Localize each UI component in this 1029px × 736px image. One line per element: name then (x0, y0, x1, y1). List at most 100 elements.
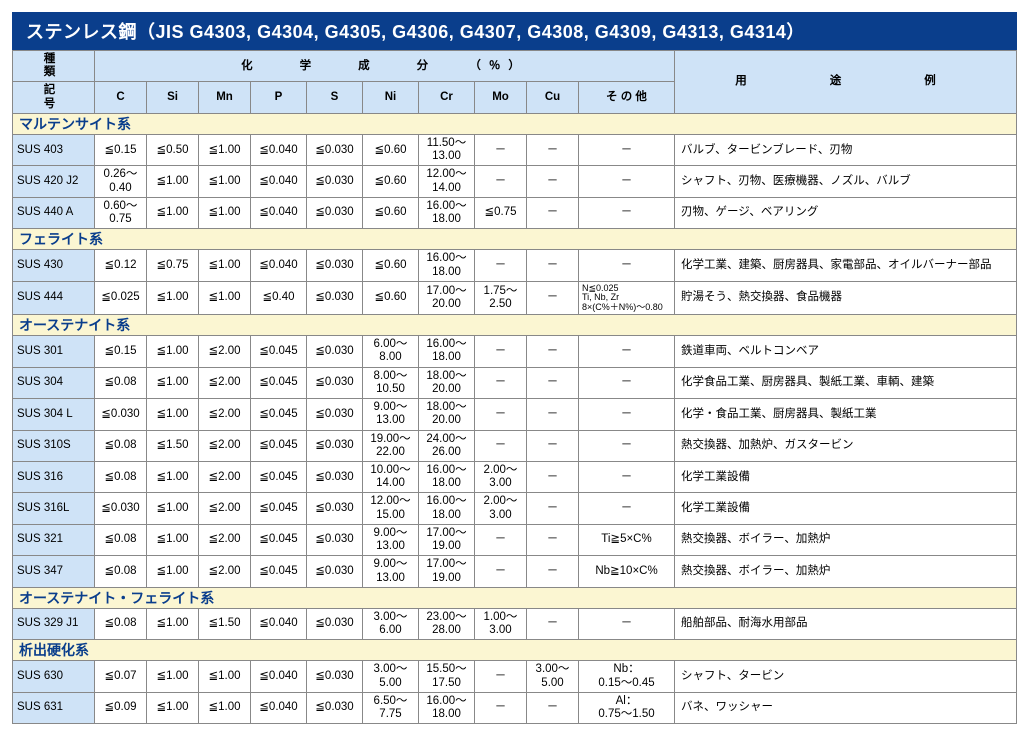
cu-cell: － (527, 134, 579, 165)
use-cell: シャフト、刃物、医療機器、ノズル、バルブ (675, 166, 1017, 197)
p-cell: ≦0.045 (251, 430, 307, 461)
other-cell: － (579, 367, 675, 398)
hdr-si: Si (147, 82, 199, 113)
s-cell: ≦0.030 (307, 692, 363, 723)
cu-cell: － (527, 281, 579, 314)
mn-cell: ≦2.00 (199, 556, 251, 587)
si-cell: ≦1.00 (147, 461, 199, 492)
mn-cell: ≦2.00 (199, 493, 251, 524)
mo-cell: － (475, 524, 527, 555)
table-row: SUS 430≦0.12≦0.75≦1.00≦0.040≦0.030≦0.601… (13, 250, 1017, 281)
mo-cell: － (475, 250, 527, 281)
grade-cell: SUS 347 (13, 556, 95, 587)
cr-cell: 15.50〜 17.50 (419, 661, 475, 692)
mo-cell: ≦0.75 (475, 197, 527, 228)
mn-cell: ≦2.00 (199, 461, 251, 492)
si-cell: ≦1.00 (147, 661, 199, 692)
use-cell: 刃物、ゲージ、ベアリング (675, 197, 1017, 228)
cu-cell: － (527, 692, 579, 723)
p-cell: ≦0.040 (251, 197, 307, 228)
group-name: 析出硬化系 (13, 640, 1017, 661)
hdr-cr: Cr (419, 82, 475, 113)
use-cell: 化学工業設備 (675, 493, 1017, 524)
use-cell: 熱交換器、ボイラー、加熱炉 (675, 556, 1017, 587)
cr-cell: 18.00〜 20.00 (419, 399, 475, 430)
s-cell: ≦0.030 (307, 367, 363, 398)
c-cell: ≦0.15 (95, 134, 147, 165)
cr-cell: 18.00〜 20.00 (419, 367, 475, 398)
cr-cell: 17.00〜 19.00 (419, 524, 475, 555)
grade-cell: SUS 403 (13, 134, 95, 165)
si-cell: ≦0.75 (147, 250, 199, 281)
c-cell: ≦0.09 (95, 692, 147, 723)
use-cell: シャフト、タービン (675, 661, 1017, 692)
mn-cell: ≦2.00 (199, 430, 251, 461)
s-cell: ≦0.030 (307, 493, 363, 524)
p-cell: ≦0.045 (251, 524, 307, 555)
grade-cell: SUS 420 J2 (13, 166, 95, 197)
grade-cell: SUS 329 J1 (13, 608, 95, 639)
c-cell: ≦0.08 (95, 608, 147, 639)
p-cell: ≦0.040 (251, 166, 307, 197)
use-cell: バネ、ワッシャー (675, 692, 1017, 723)
si-cell: ≦1.00 (147, 608, 199, 639)
other-cell: Ti≧5×C% (579, 524, 675, 555)
p-cell: ≦0.040 (251, 134, 307, 165)
si-cell: ≦1.00 (147, 281, 199, 314)
cr-cell: 17.00〜 19.00 (419, 556, 475, 587)
c-cell: 0.26〜 0.40 (95, 166, 147, 197)
c-cell: ≦0.12 (95, 250, 147, 281)
s-cell: ≦0.030 (307, 608, 363, 639)
cu-cell: － (527, 461, 579, 492)
p-cell: ≦0.045 (251, 367, 307, 398)
cu-cell: － (527, 166, 579, 197)
cr-cell: 16.00〜 18.00 (419, 336, 475, 367)
use-cell: バルブ、タービンブレード、刃物 (675, 134, 1017, 165)
other-cell: － (579, 430, 675, 461)
use-cell: 船舶部品、耐海水用部品 (675, 608, 1017, 639)
mo-cell: － (475, 134, 527, 165)
grade-cell: SUS 430 (13, 250, 95, 281)
p-cell: ≦0.045 (251, 493, 307, 524)
group-name: フェライト系 (13, 229, 1017, 250)
hdr-chem: 化 学 成 分 （％） (95, 51, 675, 82)
p-cell: ≦0.040 (251, 661, 307, 692)
mn-cell: ≦2.00 (199, 336, 251, 367)
cu-cell: － (527, 250, 579, 281)
cr-cell: 24.00〜 26.00 (419, 430, 475, 461)
group-row: オーステナイト・フェライト系 (13, 587, 1017, 608)
mo-cell: － (475, 336, 527, 367)
hdr-use: 用 途 例 (675, 51, 1017, 114)
use-cell: 化学工業設備 (675, 461, 1017, 492)
other-cell: － (579, 399, 675, 430)
mn-cell: ≦1.00 (199, 197, 251, 228)
s-cell: ≦0.030 (307, 556, 363, 587)
si-cell: ≦1.50 (147, 430, 199, 461)
s-cell: ≦0.030 (307, 336, 363, 367)
cr-cell: 17.00〜 20.00 (419, 281, 475, 314)
other-cell: Nb≧10×C% (579, 556, 675, 587)
cu-cell: － (527, 608, 579, 639)
ni-cell: ≦0.60 (363, 134, 419, 165)
use-cell: 熱交換器、ボイラー、加熱炉 (675, 524, 1017, 555)
grade-cell: SUS 310S (13, 430, 95, 461)
group-row: フェライト系 (13, 229, 1017, 250)
s-cell: ≦0.030 (307, 197, 363, 228)
cr-cell: 16.00〜 18.00 (419, 461, 475, 492)
si-cell: ≦1.00 (147, 399, 199, 430)
table-row: SUS 631≦0.09≦1.00≦1.00≦0.040≦0.0306.50〜 … (13, 692, 1017, 723)
other-cell: Al： 0.75〜1.50 (579, 692, 675, 723)
cu-cell: － (527, 399, 579, 430)
hdr-mn: Mn (199, 82, 251, 113)
cu-cell: － (527, 430, 579, 461)
ni-cell: ≦0.60 (363, 250, 419, 281)
p-cell: ≦0.045 (251, 336, 307, 367)
hdr-symbol: 記 号 (13, 82, 95, 113)
table-row: SUS 321≦0.08≦1.00≦2.00≦0.045≦0.0309.00〜 … (13, 524, 1017, 555)
other-cell: － (579, 493, 675, 524)
other-cell: － (579, 461, 675, 492)
si-cell: ≦1.00 (147, 524, 199, 555)
c-cell: ≦0.08 (95, 430, 147, 461)
grade-cell: SUS 304 L (13, 399, 95, 430)
si-cell: ≦1.00 (147, 197, 199, 228)
